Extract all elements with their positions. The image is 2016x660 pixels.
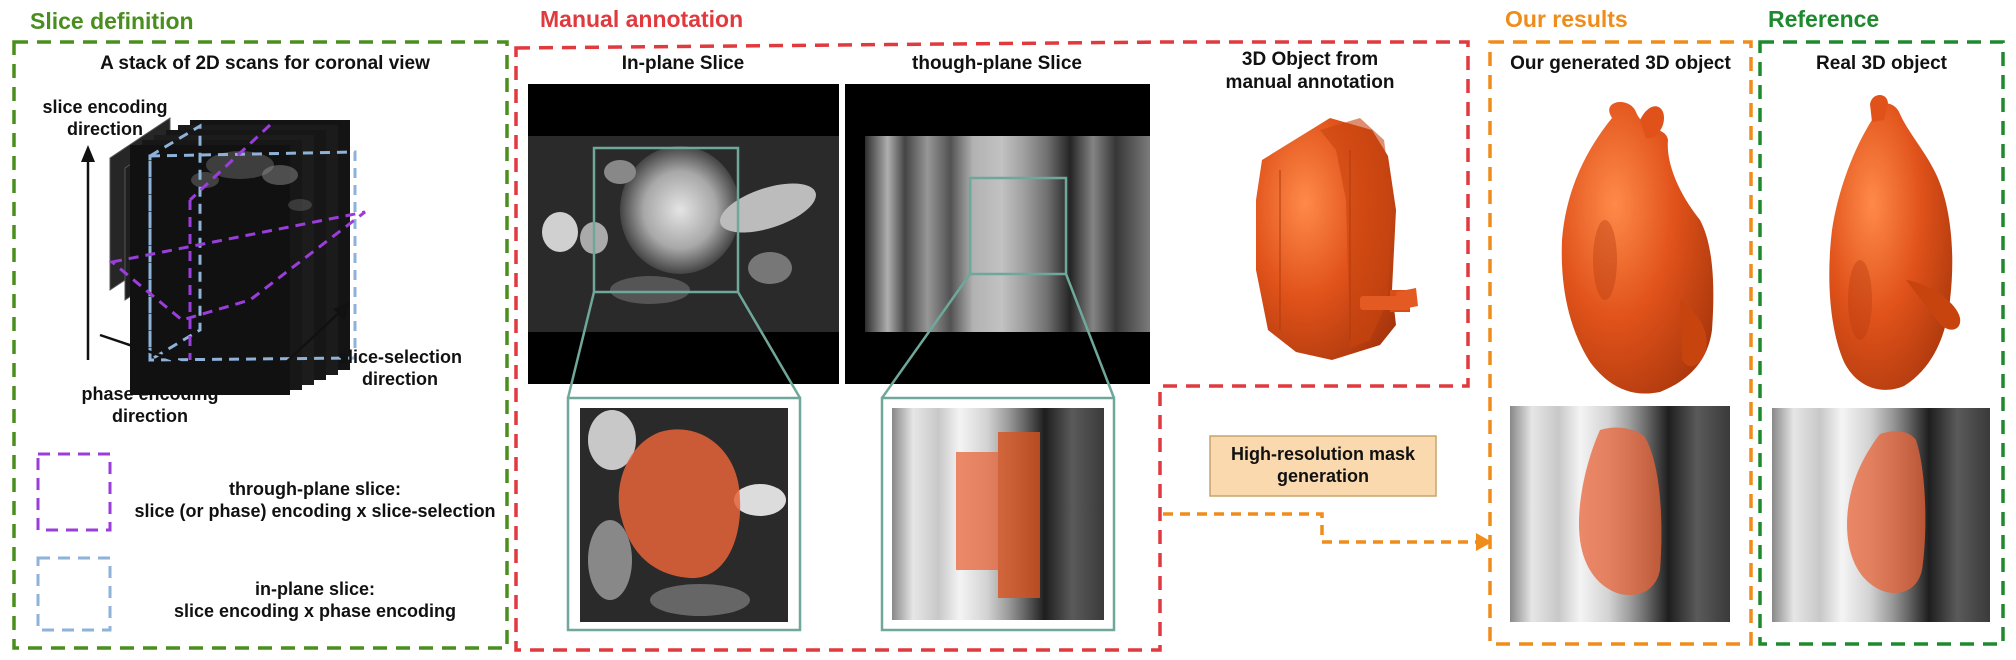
mask-generation-box (1209, 435, 1437, 497)
stack-header: A stack of 2D scans for coronal view (100, 53, 430, 74)
flow-arrow (1163, 512, 1480, 544)
real-3d-object (1829, 95, 1961, 390)
zoomed-in-plane-with-mask (566, 396, 802, 632)
in-plane-slice-outline (148, 123, 202, 363)
real-mask-slice (1772, 408, 1990, 622)
object-from-annotation-header: 3D Object from manual annotation (1225, 49, 1395, 93)
legend-purple-swatch (36, 452, 112, 532)
through-plane-slice-outline (108, 210, 366, 322)
legend-in-plane-label: in-plane slice: slice encoding x phase e… (173, 579, 457, 621)
zoomed-through-plane-with-mask (880, 396, 1116, 632)
generated-mask-slice (1510, 406, 1730, 622)
through-plane-slice-header: though-plane Slice (912, 53, 1082, 74)
in-plane-slice-header: In-plane Slice (621, 53, 745, 74)
our-results-title: Our results (1505, 6, 1628, 32)
legend-through-plane-label: through-plane slice: slice (or phase) en… (134, 479, 496, 521)
reference-frame (1758, 40, 2005, 646)
manual-3d-object (1256, 118, 1418, 360)
axis-label-slice-encoding: slice encoding direction (42, 97, 168, 139)
generated-3d-object (1561, 101, 1714, 394)
legend-blue-swatch (36, 556, 112, 632)
slice-definition-title: Slice definition (30, 8, 194, 34)
our-generated-object-header: Our generated 3D object (1510, 53, 1731, 74)
axis-label-phase-encoding: phase encoding direction (81, 384, 219, 426)
scan-slices (109, 117, 350, 395)
in-plane-slice-image (528, 84, 839, 384)
scan-stack-illustration (81, 117, 366, 395)
slice-definition-frame (12, 40, 509, 650)
our-results-frame (1488, 40, 1753, 646)
manual-annotation-title: Manual annotation (540, 6, 744, 32)
real-object-header: Real 3D object (1816, 53, 1947, 74)
manual-annotation-frame (514, 40, 1470, 652)
axis-label-slice-selection: slice-selection direction (337, 347, 463, 389)
reference-title: Reference (1768, 6, 1880, 32)
mask-generation-label: High-resolution mask generation (1230, 444, 1416, 486)
through-plane-slice-image (845, 84, 1150, 384)
legend-swatches (36, 452, 112, 632)
